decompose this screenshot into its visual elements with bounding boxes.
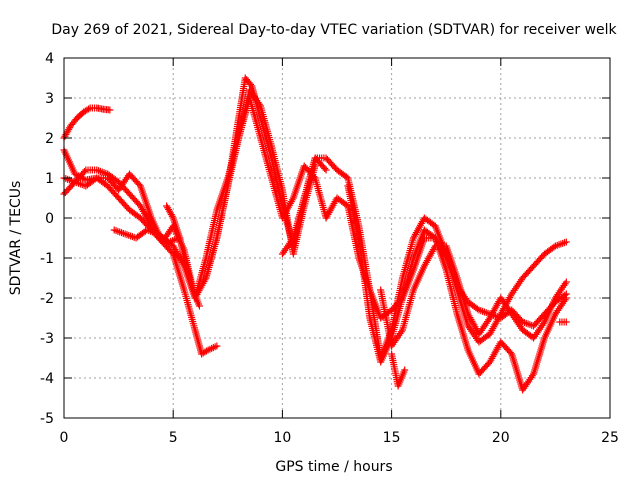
- y-tick-label: 1: [45, 171, 54, 187]
- data-point-marker: [321, 165, 329, 172]
- data-points: [60, 74, 570, 394]
- data-point-marker: [168, 212, 176, 220]
- data-point-marker: [213, 342, 221, 350]
- data-point-marker: [85, 105, 93, 113]
- x-tick-label: 10: [273, 430, 291, 446]
- data-point-marker: [562, 294, 570, 302]
- series-track-a: [60, 104, 114, 142]
- data-point-marker: [322, 166, 330, 174]
- series-track-e: [110, 226, 184, 246]
- series-track-d: [60, 86, 319, 302]
- y-tick-label: 2: [45, 131, 54, 147]
- series-track-i: [344, 182, 570, 394]
- axis-ticks: 0 5 10 15 20 25 -5 -4 -3 -2 -1 0 1 2 3 4: [40, 51, 619, 446]
- x-tick-label: 5: [169, 430, 178, 446]
- y-tick-label: -5: [40, 411, 54, 427]
- data-point-marker: [80, 168, 88, 175]
- y-tick-label: 3: [45, 91, 54, 107]
- grid-lines: [64, 58, 610, 418]
- data-point-marker: [401, 366, 409, 374]
- chart-title: Day 269 of 2021, Sidereal Day-to-day VTE…: [51, 22, 617, 38]
- plot-border: [63, 57, 611, 419]
- y-tick-label: -1: [40, 251, 54, 267]
- data-point-marker: [247, 80, 255, 88]
- y-axis-title: SDTVAR / TECUs: [8, 181, 24, 296]
- x-tick-label: 25: [601, 430, 619, 446]
- x-tick-label: 20: [492, 430, 510, 446]
- y-tick-label: -2: [40, 291, 54, 307]
- data-point-marker: [195, 302, 203, 310]
- series-track-j: [377, 242, 570, 350]
- y-tick-label: -4: [40, 371, 54, 387]
- data-point-marker: [562, 278, 570, 286]
- y-tick-label: 0: [45, 211, 54, 227]
- series-track-l: [556, 318, 570, 326]
- series-track-f: [163, 202, 203, 310]
- y-tick-label: -3: [40, 331, 54, 347]
- data-point-marker: [562, 238, 570, 246]
- x-tick-label: 15: [383, 430, 401, 446]
- data-point-marker: [91, 175, 99, 183]
- data-point-marker: [106, 106, 114, 114]
- data-point-marker: [562, 318, 570, 326]
- x-tick-label: 0: [60, 430, 69, 446]
- y-tick-label: 4: [45, 51, 54, 67]
- series-track-k: [388, 350, 409, 390]
- x-axis-title: GPS time / hours: [275, 459, 392, 475]
